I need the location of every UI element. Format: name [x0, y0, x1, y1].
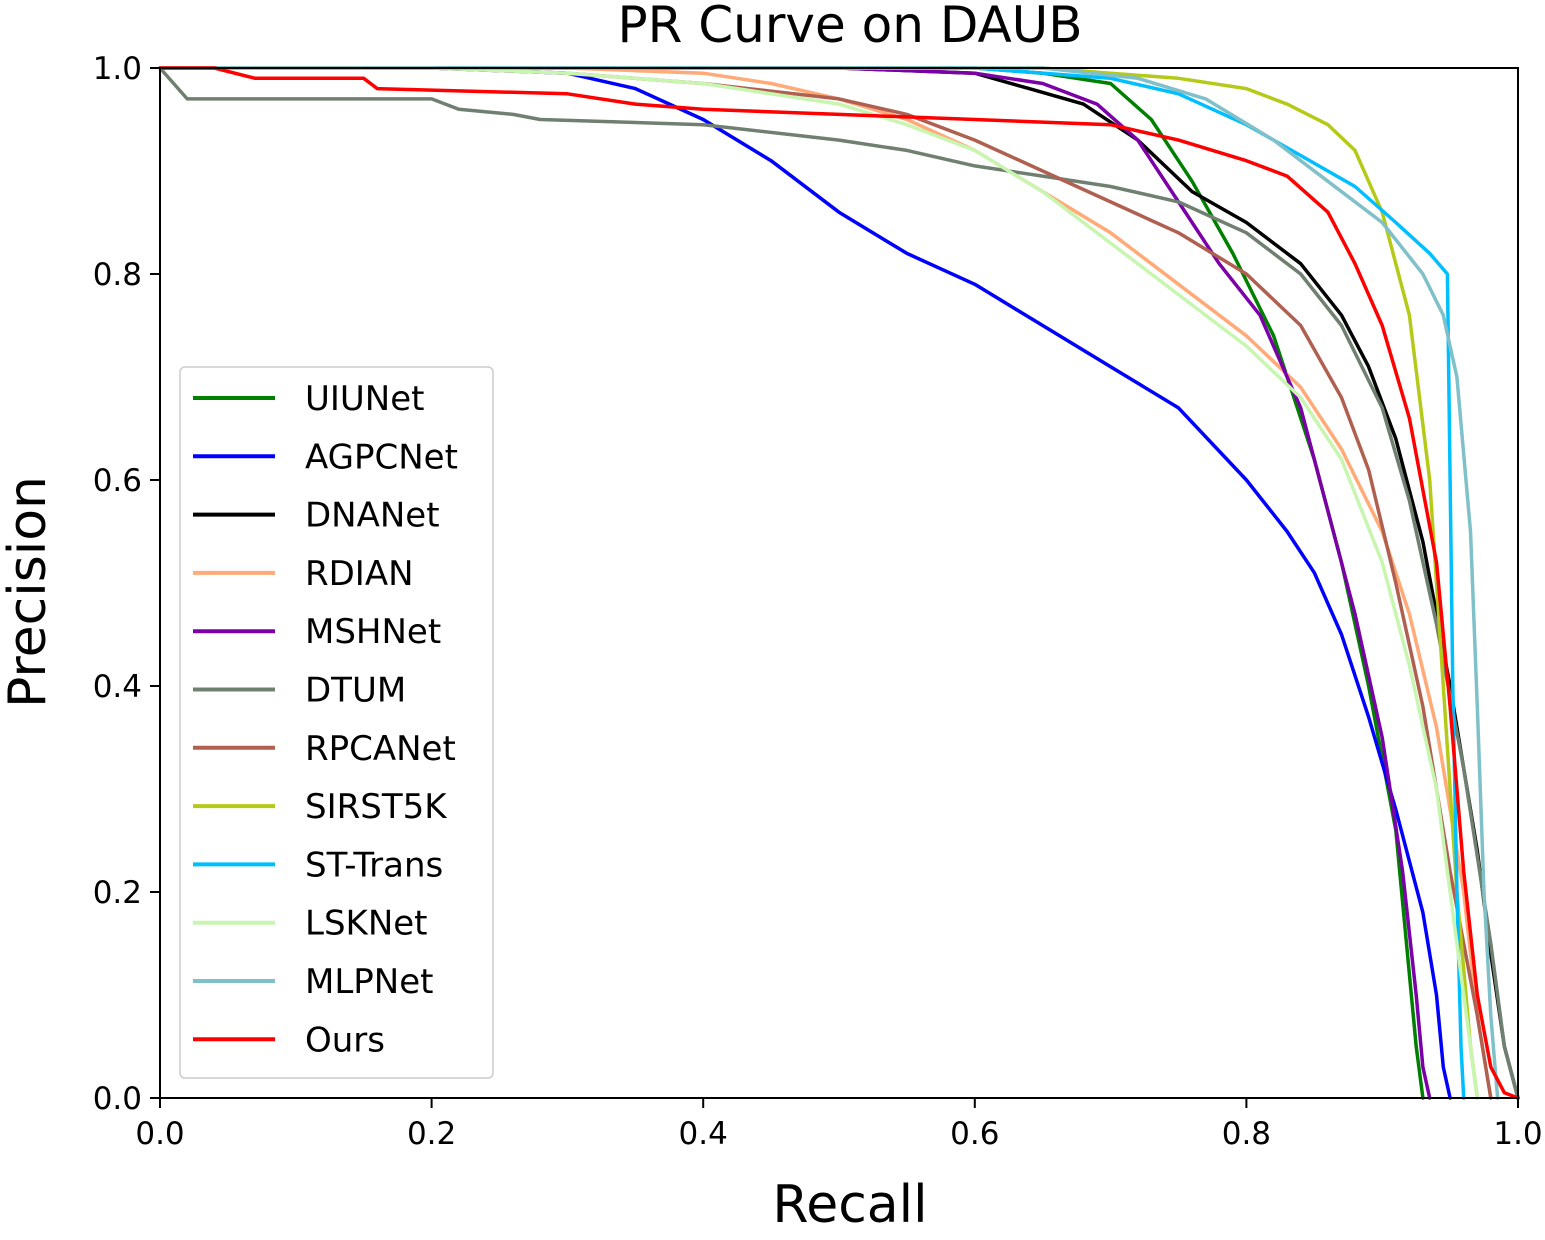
series-line-rdian: [158, 66, 1493, 1100]
y-axis-label: Precision: [0, 476, 58, 708]
legend-entry: Ours: [305, 1020, 385, 1060]
legend-entry: LSKNet: [305, 904, 428, 944]
x-tick-label: 0.8: [1222, 1116, 1271, 1152]
legend-entry: RDIAN: [305, 554, 414, 594]
legend-entry: DTUM: [305, 671, 406, 711]
x-tick-label: 0.0: [135, 1116, 184, 1152]
series-line-ours: [158, 66, 1520, 1100]
chart-title: PR Curve on DAUB: [617, 0, 1082, 54]
plot-lines: [158, 66, 1520, 1100]
legend: UIUNet AGPCNet DNANet RDIAN MSHNet DTUM RPCANe…: [179, 366, 494, 1079]
legend-entry: ST-Trans: [305, 845, 443, 885]
y-tick-label: 0.6: [93, 463, 142, 499]
y-tick-label: 0.2: [93, 875, 142, 911]
plot-frame: [159, 67, 1519, 1099]
legend-entry: AGPCNet: [305, 437, 458, 477]
y-tick-label: 0.4: [93, 669, 142, 705]
x-axis-ticks: 0.0 0.2 0.4 0.6 0.8 1.0: [135, 1098, 1543, 1152]
series-line-mlpnet: [158, 66, 1500, 1100]
legend-entry: UIUNet: [305, 379, 424, 419]
y-tick-label: 0.0: [93, 1081, 142, 1117]
series-line-st-trans: [158, 66, 1466, 1100]
y-axis-ticks: 0.0 0.2 0.4 0.6 0.8 1.0: [93, 51, 160, 1117]
legend-entry: MLPNet: [305, 962, 433, 1002]
legend-entry: RPCANet: [305, 729, 456, 769]
x-tick-label: 0.6: [950, 1116, 999, 1152]
x-tick-label: 0.2: [407, 1116, 456, 1152]
x-tick-label: 0.4: [679, 1116, 728, 1152]
y-tick-label: 1.0: [93, 51, 142, 87]
x-tick-label: 1.0: [1493, 1116, 1542, 1152]
series-line-lsknet: [158, 66, 1480, 1100]
legend-entry: DNANet: [305, 496, 440, 536]
series-line-agpcnet: [158, 66, 1452, 1100]
y-tick-label: 0.8: [93, 257, 142, 293]
x-axis-label: Recall: [772, 1175, 927, 1235]
legend-entry: SIRST5K: [305, 787, 448, 827]
legend-box: [179, 366, 494, 1079]
legend-entry: MSHNet: [305, 612, 441, 652]
series-line-mshnet: [158, 66, 1432, 1100]
